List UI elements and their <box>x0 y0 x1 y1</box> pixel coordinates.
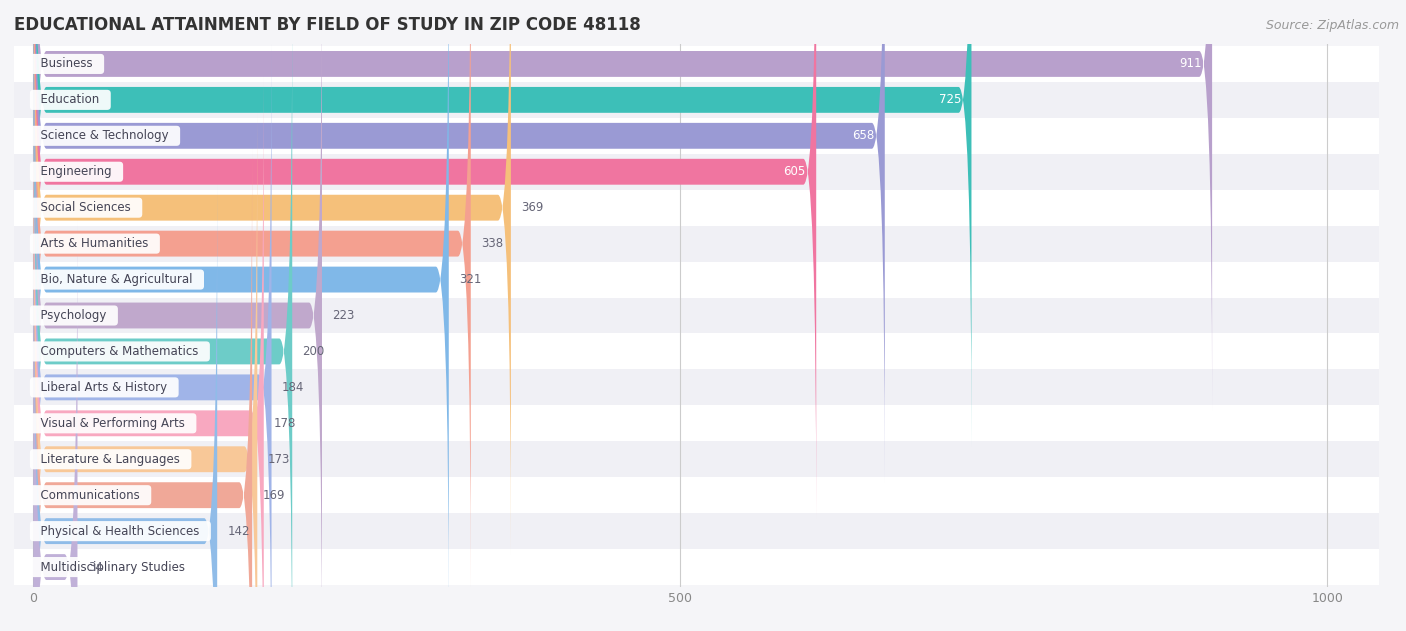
FancyBboxPatch shape <box>7 190 1379 226</box>
Text: Communications: Communications <box>34 488 148 502</box>
FancyBboxPatch shape <box>7 405 1379 441</box>
Text: Science & Technology: Science & Technology <box>34 129 177 143</box>
FancyBboxPatch shape <box>7 154 1379 190</box>
FancyBboxPatch shape <box>34 0 322 631</box>
FancyBboxPatch shape <box>34 0 510 554</box>
FancyBboxPatch shape <box>7 82 1379 118</box>
FancyBboxPatch shape <box>7 369 1379 405</box>
FancyBboxPatch shape <box>7 333 1379 369</box>
FancyBboxPatch shape <box>7 549 1379 585</box>
FancyBboxPatch shape <box>34 0 449 626</box>
Text: 725: 725 <box>939 93 962 107</box>
Text: Engineering: Engineering <box>34 165 120 178</box>
Text: Computers & Mathematics: Computers & Mathematics <box>34 345 207 358</box>
FancyBboxPatch shape <box>34 0 471 590</box>
FancyBboxPatch shape <box>34 41 271 631</box>
Text: 338: 338 <box>481 237 503 250</box>
FancyBboxPatch shape <box>34 77 264 631</box>
Text: Bio, Nature & Agricultural: Bio, Nature & Agricultural <box>34 273 201 286</box>
Text: 184: 184 <box>281 381 304 394</box>
Text: Arts & Humanities: Arts & Humanities <box>34 237 156 250</box>
FancyBboxPatch shape <box>7 513 1379 549</box>
Text: 142: 142 <box>228 524 250 538</box>
Text: 321: 321 <box>460 273 481 286</box>
Text: Source: ZipAtlas.com: Source: ZipAtlas.com <box>1265 19 1399 32</box>
FancyBboxPatch shape <box>7 46 1379 82</box>
FancyBboxPatch shape <box>7 298 1379 333</box>
FancyBboxPatch shape <box>7 477 1379 513</box>
Text: 200: 200 <box>302 345 325 358</box>
FancyBboxPatch shape <box>7 118 1379 154</box>
FancyBboxPatch shape <box>34 185 217 631</box>
Text: Visual & Performing Arts: Visual & Performing Arts <box>34 417 193 430</box>
Text: Liberal Arts & History: Liberal Arts & History <box>34 381 176 394</box>
FancyBboxPatch shape <box>34 221 77 631</box>
FancyBboxPatch shape <box>34 0 884 482</box>
Text: 178: 178 <box>274 417 297 430</box>
FancyBboxPatch shape <box>34 0 1212 410</box>
Text: 911: 911 <box>1180 57 1202 71</box>
Text: Physical & Health Sciences: Physical & Health Sciences <box>34 524 207 538</box>
FancyBboxPatch shape <box>34 113 257 631</box>
Text: 169: 169 <box>263 488 285 502</box>
FancyBboxPatch shape <box>34 5 292 631</box>
FancyBboxPatch shape <box>7 226 1379 262</box>
Text: 34: 34 <box>87 560 103 574</box>
FancyBboxPatch shape <box>34 0 817 518</box>
FancyBboxPatch shape <box>34 149 252 631</box>
Text: 369: 369 <box>522 201 544 214</box>
Text: Business: Business <box>34 57 101 71</box>
Text: 658: 658 <box>852 129 875 143</box>
FancyBboxPatch shape <box>34 0 972 446</box>
Text: 605: 605 <box>783 165 806 178</box>
Text: Education: Education <box>34 93 107 107</box>
Text: 173: 173 <box>267 453 290 466</box>
FancyBboxPatch shape <box>7 441 1379 477</box>
Text: Literature & Languages: Literature & Languages <box>34 453 188 466</box>
Text: Psychology: Psychology <box>34 309 114 322</box>
Text: Multidisciplinary Studies: Multidisciplinary Studies <box>34 560 193 574</box>
Text: EDUCATIONAL ATTAINMENT BY FIELD OF STUDY IN ZIP CODE 48118: EDUCATIONAL ATTAINMENT BY FIELD OF STUDY… <box>14 16 641 34</box>
Text: Social Sciences: Social Sciences <box>34 201 139 214</box>
Text: 223: 223 <box>332 309 354 322</box>
FancyBboxPatch shape <box>7 262 1379 298</box>
